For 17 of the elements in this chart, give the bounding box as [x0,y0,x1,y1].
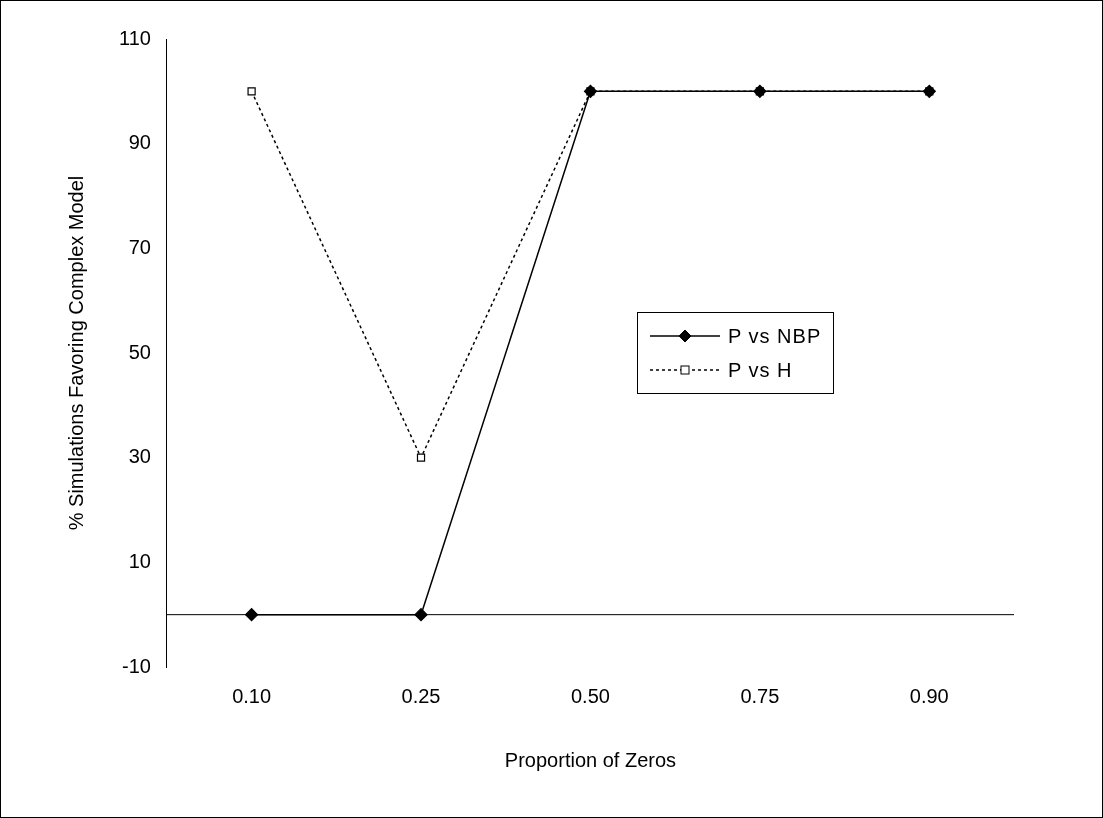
y-tick-label: 90 [128,131,151,154]
y-axis-title: % Simulations Favoring Complex Model [64,175,87,531]
x-tick-label: 0.25 [401,684,441,707]
y-tick-label: 50 [128,340,151,363]
point [414,608,428,622]
x-tick-label: 0.75 [740,684,780,707]
y-tick-label: 30 [128,445,151,468]
legend-label: P vs H [728,358,793,382]
y-tick-label: 70 [128,235,151,258]
x-tick-label: 0.10 [232,684,272,707]
y-tick-label: 10 [128,549,151,572]
y-tick-label: 110 [118,26,151,49]
legend-label: P vs NBP [728,324,822,348]
x-tick-label: 0.90 [909,684,949,707]
y-tick-label: -10 [121,654,151,677]
x-axis-title: Proportion of Zeros [504,748,677,771]
x-tick-label: 0.50 [570,684,610,707]
